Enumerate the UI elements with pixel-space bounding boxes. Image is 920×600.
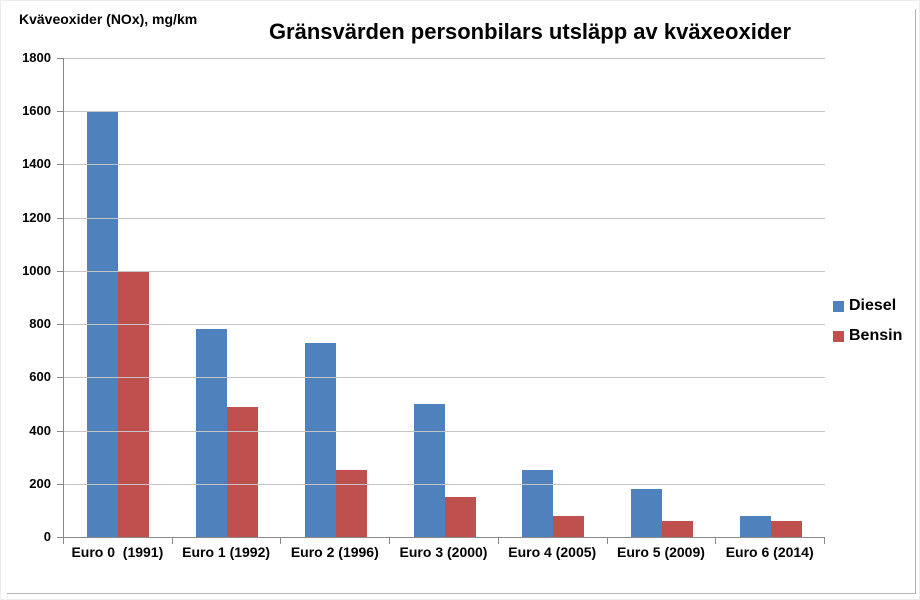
x-axis-tick-2 — [280, 537, 282, 544]
gridline-1600 — [64, 111, 825, 113]
y-axis-tick-label-1200: 1200 — [22, 209, 51, 225]
x-axis-label-5: Euro 4 (2005) — [508, 544, 597, 560]
chart-frame-right-border — [915, 9, 916, 594]
bar-bensin-7 — [770, 521, 802, 537]
bar-group-6 — [608, 58, 717, 537]
bar-bensin-5 — [553, 515, 585, 537]
legend-item-bensin: Bensin — [833, 327, 902, 345]
y-axis-tick-label-0: 0 — [43, 529, 51, 544]
bar-bensin-1 — [118, 270, 150, 537]
bar-group-4 — [390, 58, 499, 537]
legend-swatch-diesel — [833, 300, 844, 312]
x-axis-tick-7 — [824, 537, 825, 544]
bar-bensin-2 — [227, 406, 259, 537]
legend-swatch-bensin — [833, 330, 844, 342]
x-axis-label-7: Euro 6 (2014) — [725, 544, 814, 560]
bar-diesel-3 — [304, 342, 336, 537]
y-axis-tick-400 — [57, 430, 64, 432]
legend-item-diesel: Diesel — [833, 297, 902, 315]
gridline-1800 — [64, 58, 825, 59]
bar-bensin-4 — [444, 497, 476, 537]
legend: Diesel Bensin — [833, 297, 902, 357]
x-axis-tick-5 — [606, 537, 608, 544]
gridline-400 — [64, 430, 825, 432]
gridline-800 — [64, 324, 825, 326]
y-axis-tick-label-200: 200 — [29, 475, 51, 491]
chart-frame-bottom-border — [7, 593, 916, 594]
chart-title: Gränsvärden personbilars utsläpp av kväx… — [268, 19, 792, 44]
bar-diesel-6 — [630, 489, 662, 537]
x-axis-label-1: Euro 0 (1991) — [71, 544, 164, 560]
y-axis-tick-label-400: 400 — [29, 422, 51, 438]
bar-group-7 — [716, 58, 825, 537]
gridline-1400 — [64, 164, 825, 166]
y-axis-tick-1400 — [57, 164, 64, 166]
y-axis-tick-1200 — [57, 217, 64, 219]
y-axis-tick-labels: 0 200 400 600 800 1000 1200 1400 1600 1800 — [1, 50, 51, 544]
y-axis-tick-200 — [57, 483, 64, 485]
x-axis-label-6: Euro 5 (2009) — [616, 544, 705, 560]
bar-group-5 — [499, 58, 608, 537]
bar-bensin-6 — [661, 521, 693, 537]
gridline-200 — [64, 483, 825, 485]
y-axis-tick-label-600: 600 — [29, 369, 51, 385]
legend-label-bensin: Bensin — [849, 327, 903, 344]
x-axis-tick-1 — [171, 537, 173, 544]
bar-diesel-4 — [413, 403, 445, 537]
x-axis-label-2: Euro 1 (1992) — [182, 544, 271, 560]
y-axis-tick-800 — [57, 324, 64, 326]
x-axis-label-4: Euro 3 (2000) — [399, 544, 488, 560]
y-axis-tick-label-1800: 1800 — [22, 50, 51, 65]
y-axis-tick-label-1600: 1600 — [22, 103, 51, 119]
gridline-600 — [64, 377, 825, 379]
y-axis-title: Kväveoxider (NOx), mg/km — [19, 11, 198, 27]
x-axis-tick-4 — [497, 537, 499, 544]
y-axis-tick-1800 — [57, 58, 64, 59]
x-axis-tick-3 — [389, 537, 391, 544]
bar-group-2 — [173, 58, 282, 537]
y-axis-tick-1600 — [57, 111, 64, 113]
gridline-1000 — [64, 270, 825, 272]
y-axis-tick-0 — [57, 537, 64, 538]
bar-groups — [64, 58, 825, 537]
x-axis-tick-6 — [715, 537, 717, 544]
bar-group-1 — [64, 58, 173, 537]
y-axis-tick-600 — [57, 377, 64, 379]
y-axis-tick-label-1000: 1000 — [22, 262, 51, 278]
plot-area — [57, 58, 825, 544]
bar-diesel-2 — [196, 329, 228, 537]
bar-diesel-7 — [739, 515, 771, 537]
x-axis-label-3: Euro 2 (1996) — [290, 544, 379, 560]
gridline-1200 — [64, 217, 825, 219]
bar-diesel-5 — [522, 470, 554, 537]
y-axis-tick-1000 — [57, 270, 64, 272]
y-axis-tick-label-1400: 1400 — [22, 156, 51, 172]
x-axis-tick-0 — [63, 537, 64, 544]
bar-group-3 — [281, 58, 390, 537]
bar-diesel-1 — [87, 111, 119, 537]
x-axis-labels: Euro 0 (1991) Euro 1 (1992) Euro 2 (1996) E… — [63, 544, 824, 566]
bar-bensin-3 — [335, 470, 367, 537]
y-axis-tick-label-800: 800 — [29, 316, 51, 332]
legend-label-diesel: Diesel — [849, 297, 897, 314]
